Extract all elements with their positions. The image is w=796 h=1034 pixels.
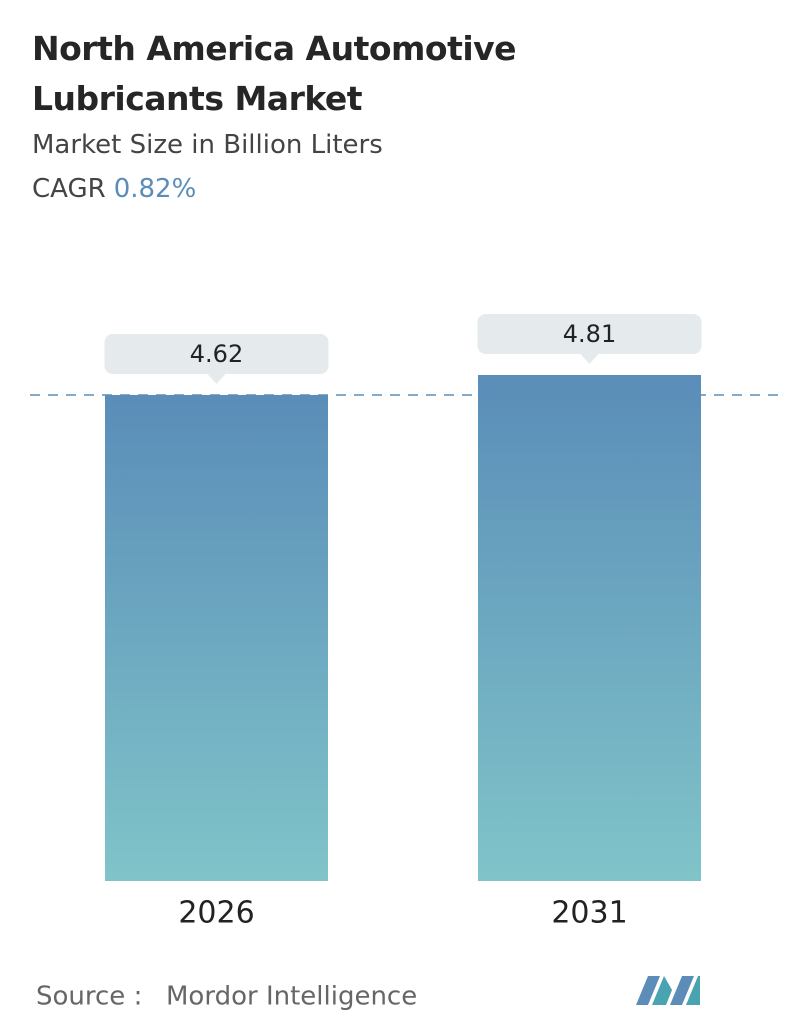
x-tick-label: 2026 xyxy=(178,896,254,931)
value-label: 4.62 xyxy=(190,340,243,368)
bar xyxy=(478,375,701,881)
callout-pointer xyxy=(207,373,226,384)
bar xyxy=(105,394,328,881)
source-label: Source : xyxy=(36,982,142,1012)
source: Mordor Intelligence xyxy=(166,982,417,1012)
cagr-label: CAGR xyxy=(32,174,106,204)
cagr-value: 0.82% xyxy=(113,174,197,204)
chart-title: North America Automotive Lubricants Mark… xyxy=(32,29,517,118)
value-label: 4.81 xyxy=(563,320,616,348)
header: North America Automotive Lubricants Mark… xyxy=(32,24,592,204)
cagr: CAGR 0.82% xyxy=(32,174,592,204)
chart-subtitle: Market Size in Billion Liters xyxy=(32,130,383,160)
logo xyxy=(636,976,700,1005)
x-tick-label: 2031 xyxy=(551,896,627,931)
callout-pointer xyxy=(580,354,599,364)
value-callout xyxy=(104,333,329,374)
value-callout xyxy=(477,314,702,354)
